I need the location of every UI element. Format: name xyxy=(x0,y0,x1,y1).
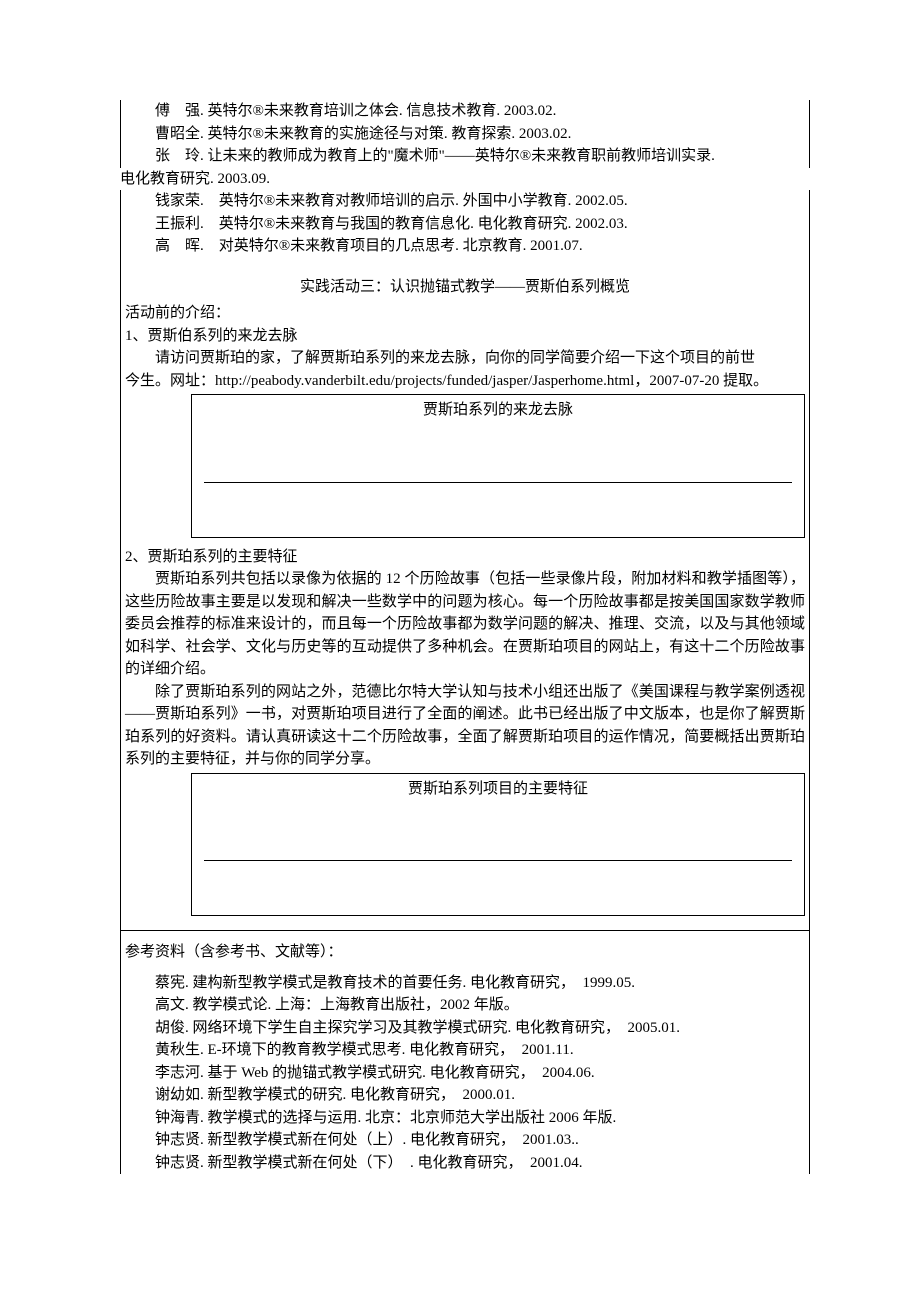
reference-item: 蔡宪. 建构新型教学模式是教育技术的首要任务. 电化教育研究， 1999.05. xyxy=(121,972,809,995)
reference-item: 钟海青. 教学模式的选择与运用. 北京：北京师范大学出版社 2006 年版. xyxy=(121,1107,809,1130)
section2-paragraph-2: 除了贾斯珀系列的网站之外，范德比尔特大学认知与技术小组还出版了《美国课程与教学案… xyxy=(121,681,809,771)
top-reference-item: 傅 强. 英特尔®未来教育培训之体会. 信息技术教育. 2003.02. xyxy=(121,100,809,123)
document-page: 傅 强. 英特尔®未来教育培训之体会. 信息技术教育. 2003.02. 曹昭全… xyxy=(0,0,920,1234)
box1: 贾斯珀系列的来龙去脉 xyxy=(191,394,805,538)
box1-underline xyxy=(204,462,792,483)
box2-title: 贾斯珀系列项目的主要特征 xyxy=(192,778,804,801)
reference-item: 胡俊. 网络环境下学生自主探究学习及其教学模式研究. 电化教育研究， 2005.… xyxy=(121,1017,809,1040)
main-content-box: 傅 强. 英特尔®未来教育培训之体会. 信息技术教育. 2003.02. 曹昭全… xyxy=(120,100,810,168)
section2-heading: 2、贾斯珀系列的主要特征 xyxy=(121,546,809,569)
reference-item: 钟志贤. 新型教学模式新在何处（上）. 电化教育研究， 2001.03.. xyxy=(121,1129,809,1152)
reference-item: 谢幼如. 新型教学模式的研究. 电化教育研究， 2000.01. xyxy=(121,1084,809,1107)
reference-item: 高文. 教学模式论. 上海：上海教育出版社，2002 年版。 xyxy=(121,994,809,1017)
reference-item: 钟志贤. 新型教学模式新在何处（下） . 电化教育研究， 2001.04. xyxy=(121,1152,809,1175)
top-reference-item: 王振利. 英特尔®未来教育与我国的教育信息化. 电化教育研究. 2002.03. xyxy=(121,213,809,236)
section2-paragraph: 贾斯珀系列共包括以录像为依据的 12 个历险故事（包括一些录像片段，附加材料和教… xyxy=(121,568,809,681)
main-content-box-cont: 钱家荣. 英特尔®未来教育对教师培训的启示. 外国中小学教育. 2002.05.… xyxy=(120,190,810,1174)
section1-text-line: 请访问贾斯珀的家，了解贾斯珀系列的来龙去脉，向你的同学简要介绍一下这个项目的前世 xyxy=(121,347,809,370)
reference-item: 黄秋生. E-环境下的教育教学模式思考. 电化教育研究， 2001.11. xyxy=(121,1039,809,1062)
section1-text-line: 今生。网址：http://peabody.vanderbilt.edu/proj… xyxy=(121,370,809,393)
top-reference-item: 曹昭全. 英特尔®未来教育的实施途径与对策. 教育探索. 2003.02. xyxy=(121,123,809,146)
reference-heading: 参考资料（含参考书、文献等）： xyxy=(121,941,809,964)
box1-title: 贾斯珀系列的来龙去脉 xyxy=(192,399,804,422)
top-reference-item: 高 晖. 对英特尔®未来教育项目的几点思考. 北京教育. 2001.07. xyxy=(121,235,809,258)
reference-section: 参考资料（含参考书、文献等）： 蔡宪. 建构新型教学模式是教育技术的首要任务. … xyxy=(121,930,809,1174)
top-reference-item-wrap-a: 张 玲. 让未来的教师成为教育上的"魔术师"——英特尔®未来教育职前教师培训实录… xyxy=(121,145,809,168)
section1-heading: 1、贾斯伯系列的来龙去脉 xyxy=(121,325,809,348)
box2: 贾斯珀系列项目的主要特征 xyxy=(191,773,805,917)
top-reference-item-wrap-b: 电化教育研究. 2003.09. xyxy=(0,168,920,191)
activity-heading: 实践活动三：认识抛锚式教学——贾斯伯系列概览 xyxy=(121,276,809,299)
intro-label: 活动前的介绍： xyxy=(121,302,809,325)
top-reference-item: 钱家荣. 英特尔®未来教育对教师培训的启示. 外国中小学教育. 2002.05. xyxy=(121,190,809,213)
box2-underline xyxy=(204,840,792,861)
reference-item: 李志河. 基于 Web 的抛锚式教学模式研究. 电化教育研究， 2004.06. xyxy=(121,1062,809,1085)
